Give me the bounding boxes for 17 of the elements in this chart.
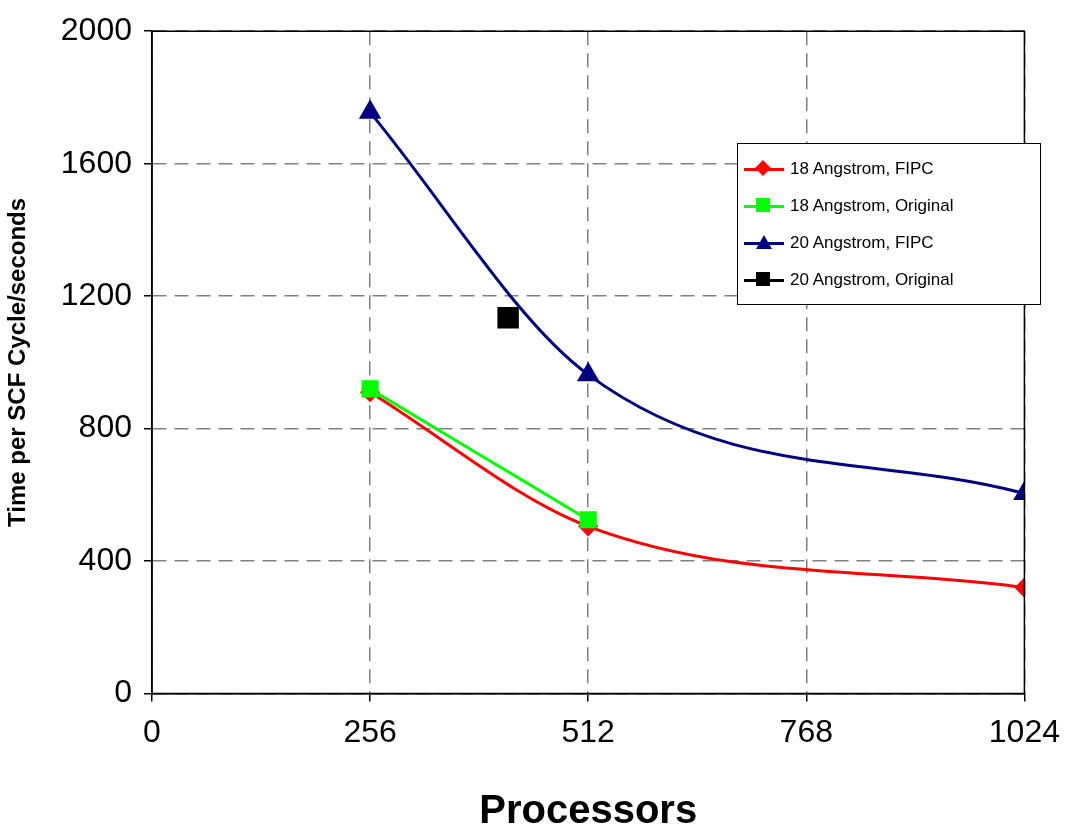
x-tick-label: 256 xyxy=(343,712,397,749)
y-tick-label: 0 xyxy=(114,673,132,710)
legend-label: 18 Angstrom, FIPC xyxy=(790,158,934,179)
x-axis-title: Processors xyxy=(479,787,698,832)
y-tick-label: 800 xyxy=(78,408,132,445)
legend-label: 20 Angstrom, Original xyxy=(790,269,954,290)
x-tick-label: 512 xyxy=(561,712,615,749)
y-tick-label: 2000 xyxy=(60,11,132,48)
x-tick-label: 768 xyxy=(779,712,833,749)
y-axis-title: Time per SCF Cycle/seconds xyxy=(3,197,31,527)
legend-label: 18 Angstrom, Original xyxy=(790,195,954,216)
legend-label: 20 Angstrom, FIPC xyxy=(790,232,934,253)
y-tick-label: 1600 xyxy=(60,143,132,180)
y-tick-label: 1200 xyxy=(60,275,132,312)
y-tick-label: 400 xyxy=(78,540,132,577)
x-tick-label: 0 xyxy=(143,712,161,749)
x-tick-label: 1024 xyxy=(988,712,1060,749)
